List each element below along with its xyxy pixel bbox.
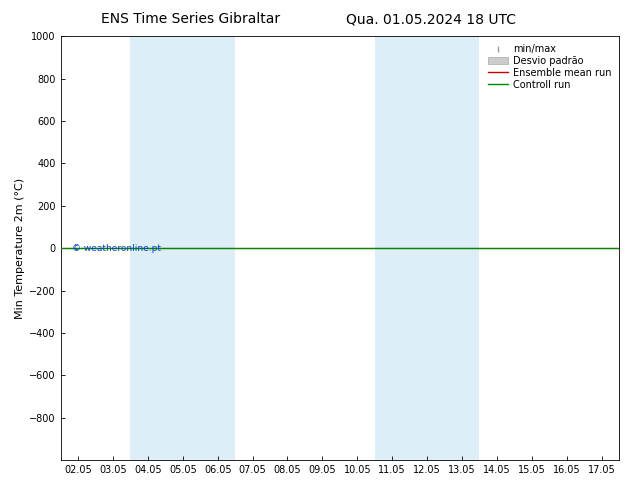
Text: ENS Time Series Gibraltar: ENS Time Series Gibraltar — [101, 12, 280, 26]
Text: © weatheronline.pt: © weatheronline.pt — [72, 244, 161, 253]
Bar — [131, 36, 235, 460]
Text: Qua. 01.05.2024 18 UTC: Qua. 01.05.2024 18 UTC — [346, 12, 516, 26]
Y-axis label: Min Temperature 2m (°C): Min Temperature 2m (°C) — [15, 177, 25, 318]
Bar — [375, 36, 479, 460]
Legend: min/max, Desvio padrão, Ensemble mean run, Controll run: min/max, Desvio padrão, Ensemble mean ru… — [486, 41, 614, 93]
